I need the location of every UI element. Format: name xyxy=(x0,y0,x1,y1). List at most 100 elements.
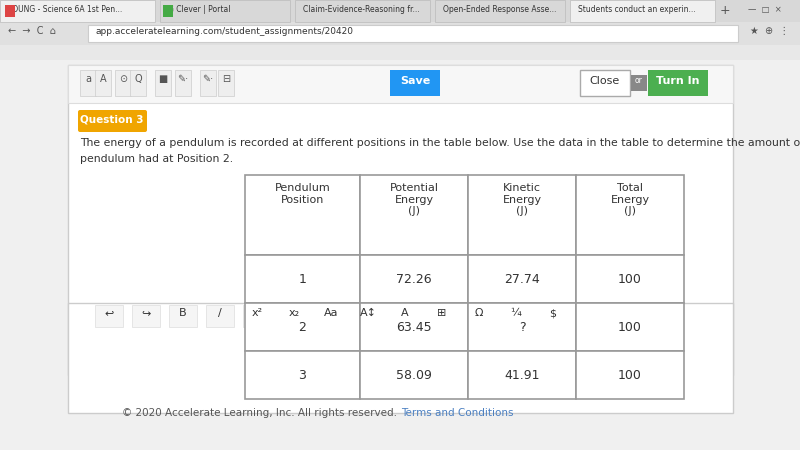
Bar xyxy=(360,255,468,303)
Text: ■: ■ xyxy=(158,74,168,84)
Bar xyxy=(468,303,576,351)
Bar xyxy=(317,305,345,327)
Bar xyxy=(115,70,131,96)
Text: ⊟: ⊟ xyxy=(222,74,230,84)
Bar xyxy=(245,255,360,303)
Text: A: A xyxy=(100,74,106,84)
Text: ★  ⊕  ⋮: ★ ⊕ ⋮ xyxy=(750,26,789,36)
Bar xyxy=(163,5,173,17)
Bar xyxy=(354,305,382,327)
Text: Save: Save xyxy=(400,76,430,86)
Bar xyxy=(200,70,216,96)
Text: app.acceleratelearning.com/student_assignments/20420: app.acceleratelearning.com/student_assig… xyxy=(95,27,353,36)
Bar xyxy=(570,0,715,22)
Bar xyxy=(576,303,684,351)
Bar xyxy=(243,305,271,327)
Text: 100: 100 xyxy=(618,321,642,334)
Text: Potential
Energy
(J): Potential Energy (J) xyxy=(390,183,438,216)
Bar xyxy=(0,45,800,60)
Bar xyxy=(580,70,630,96)
Bar xyxy=(0,22,800,45)
Text: or: or xyxy=(635,76,643,85)
Text: 1: 1 xyxy=(298,273,306,286)
Bar xyxy=(468,351,576,399)
Bar xyxy=(576,255,684,303)
Text: 2: 2 xyxy=(298,321,306,334)
Text: 72.26: 72.26 xyxy=(396,273,432,286)
Text: 27.74: 27.74 xyxy=(504,273,540,286)
Text: ⊙: ⊙ xyxy=(119,74,127,84)
Bar xyxy=(68,65,733,375)
Bar xyxy=(68,303,733,413)
Bar xyxy=(539,305,567,327)
Bar xyxy=(80,70,96,96)
Bar xyxy=(295,0,430,22)
Bar xyxy=(169,305,197,327)
Text: ←  →  C  ⌂: ← → C ⌂ xyxy=(8,26,56,36)
Bar xyxy=(428,305,456,327)
Text: A↕: A↕ xyxy=(359,308,377,318)
Bar xyxy=(130,70,146,96)
Text: 100: 100 xyxy=(618,273,642,286)
Bar xyxy=(390,70,440,96)
Text: Aa: Aa xyxy=(324,308,338,318)
Text: Turn In: Turn In xyxy=(656,76,700,86)
Text: Terms and Conditions: Terms and Conditions xyxy=(401,408,514,418)
Text: ↪: ↪ xyxy=(142,308,150,318)
Bar xyxy=(360,175,468,255)
Bar xyxy=(502,305,530,327)
Text: ✎·: ✎· xyxy=(202,74,214,84)
Text: pendulum had at Position 2.: pendulum had at Position 2. xyxy=(80,154,233,164)
Text: Open-Ended Response Asse...: Open-Ended Response Asse... xyxy=(443,5,556,14)
Bar xyxy=(0,0,155,22)
Text: Claim-Evidence-Reasoning fr...: Claim-Evidence-Reasoning fr... xyxy=(303,5,420,14)
Text: ✎·: ✎· xyxy=(178,74,189,84)
Bar xyxy=(360,303,468,351)
Text: Kinetic
Energy
(J): Kinetic Energy (J) xyxy=(502,183,542,216)
Text: G Clever | Portal: G Clever | Portal xyxy=(168,5,230,14)
Text: ?: ? xyxy=(518,321,526,334)
Text: x²: x² xyxy=(251,308,262,318)
Bar xyxy=(218,70,234,96)
Bar xyxy=(5,5,15,17)
Text: 63.45: 63.45 xyxy=(396,321,432,334)
Bar xyxy=(631,75,647,91)
Bar xyxy=(0,0,800,22)
Bar xyxy=(175,70,191,96)
Bar xyxy=(88,25,738,42)
Text: Q: Q xyxy=(134,74,142,84)
Text: Students conduct an experin...: Students conduct an experin... xyxy=(578,5,696,14)
Text: B: B xyxy=(179,308,187,318)
Text: 3: 3 xyxy=(298,369,306,382)
Bar xyxy=(206,305,234,327)
Text: © 2020 Accelerate Learning, Inc. All rights reserved.: © 2020 Accelerate Learning, Inc. All rig… xyxy=(122,408,400,418)
Bar xyxy=(391,305,419,327)
Bar xyxy=(360,351,468,399)
Bar xyxy=(245,175,360,255)
Text: 58.09: 58.09 xyxy=(396,369,432,382)
Text: ¼: ¼ xyxy=(510,308,522,318)
Bar xyxy=(155,70,171,96)
Text: A: A xyxy=(401,308,409,318)
Bar xyxy=(648,70,708,96)
Bar xyxy=(245,303,360,351)
Text: ↩: ↩ xyxy=(104,308,114,318)
Text: The energy of a pendulum is recorded at different positions in the table below. : The energy of a pendulum is recorded at … xyxy=(80,138,800,148)
Bar xyxy=(95,70,111,96)
Bar xyxy=(280,305,308,327)
FancyBboxPatch shape xyxy=(78,110,147,132)
Text: 100: 100 xyxy=(618,369,642,382)
Text: 41.91: 41.91 xyxy=(504,369,540,382)
Bar xyxy=(468,175,576,255)
Bar xyxy=(160,0,290,22)
Text: ⊞: ⊞ xyxy=(438,308,446,318)
Text: —  □  ×: — □ × xyxy=(748,5,782,14)
Text: Total
Energy
(J): Total Energy (J) xyxy=(610,183,650,216)
Text: Pendulum
Position: Pendulum Position xyxy=(274,183,330,205)
Bar xyxy=(68,65,733,103)
Bar xyxy=(95,305,123,327)
Text: Close: Close xyxy=(590,76,620,86)
Bar xyxy=(576,175,684,255)
Bar xyxy=(132,305,160,327)
Text: $: $ xyxy=(550,308,557,318)
